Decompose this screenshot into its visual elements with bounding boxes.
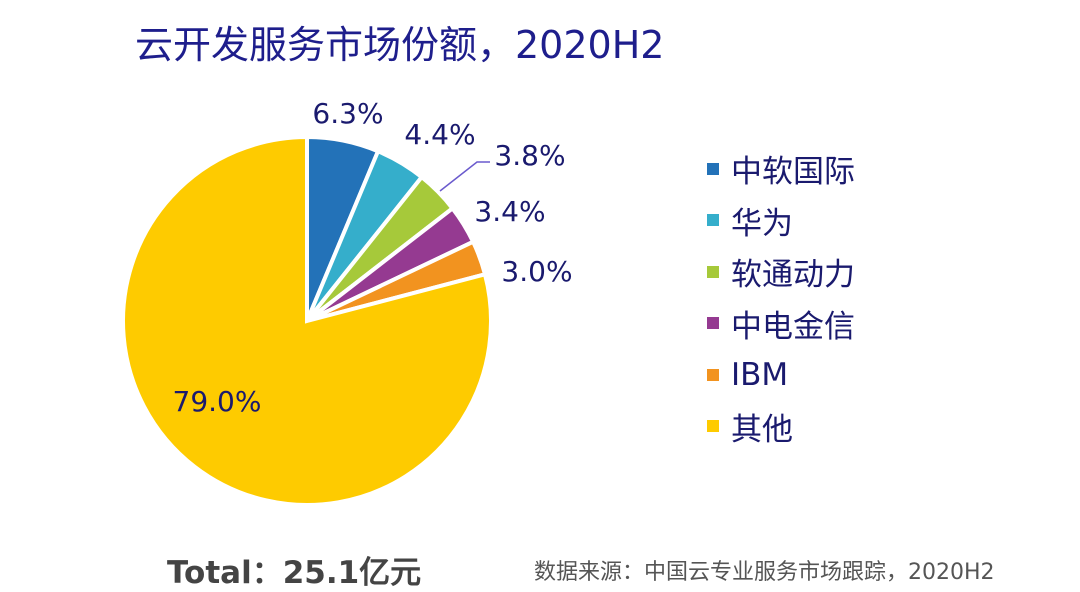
legend-item: IBM [707, 349, 855, 401]
legend-swatch [707, 214, 719, 227]
data-label: 3.4% [474, 195, 545, 228]
data-label: 3.8% [494, 139, 565, 172]
legend-item: 软通动力 [707, 246, 855, 298]
pie-slice-6 [121, 134, 493, 507]
data-label: 6.3% [312, 97, 383, 130]
legend-label: IBM [731, 356, 789, 393]
legend-label: 中软国际 [731, 154, 855, 191]
legend-label: 其他 [731, 411, 793, 448]
legend-swatch [707, 265, 719, 278]
data-label: 79.0% [173, 385, 262, 418]
legend-swatch [707, 368, 719, 381]
source-note: 数据来源：中国云专业服务市场跟踪，2020H2 [534, 560, 995, 585]
leader-line [439, 161, 490, 192]
legend-swatch [707, 162, 719, 175]
legend-item: 中电金信 [707, 298, 855, 350]
legend-label: 华为 [731, 205, 793, 242]
legend-item: 华为 [707, 195, 855, 247]
chart-title: 云开发服务市场份额，2020H2 [135, 23, 665, 67]
legend: 中软国际华为软通动力中电金信 IBM 其他 [707, 143, 855, 452]
legend-swatch [707, 317, 719, 330]
data-label: 3.0% [501, 255, 572, 288]
total-label: Total：25.1亿元 [167, 555, 422, 591]
data-label: 4.4% [404, 118, 475, 151]
legend-item: 其他 [707, 401, 855, 453]
legend-label: 中电金信 [731, 308, 855, 345]
legend-swatch [707, 420, 719, 433]
legend-item: 中软国际 [707, 143, 855, 195]
legend-label: 软通动力 [731, 257, 855, 294]
